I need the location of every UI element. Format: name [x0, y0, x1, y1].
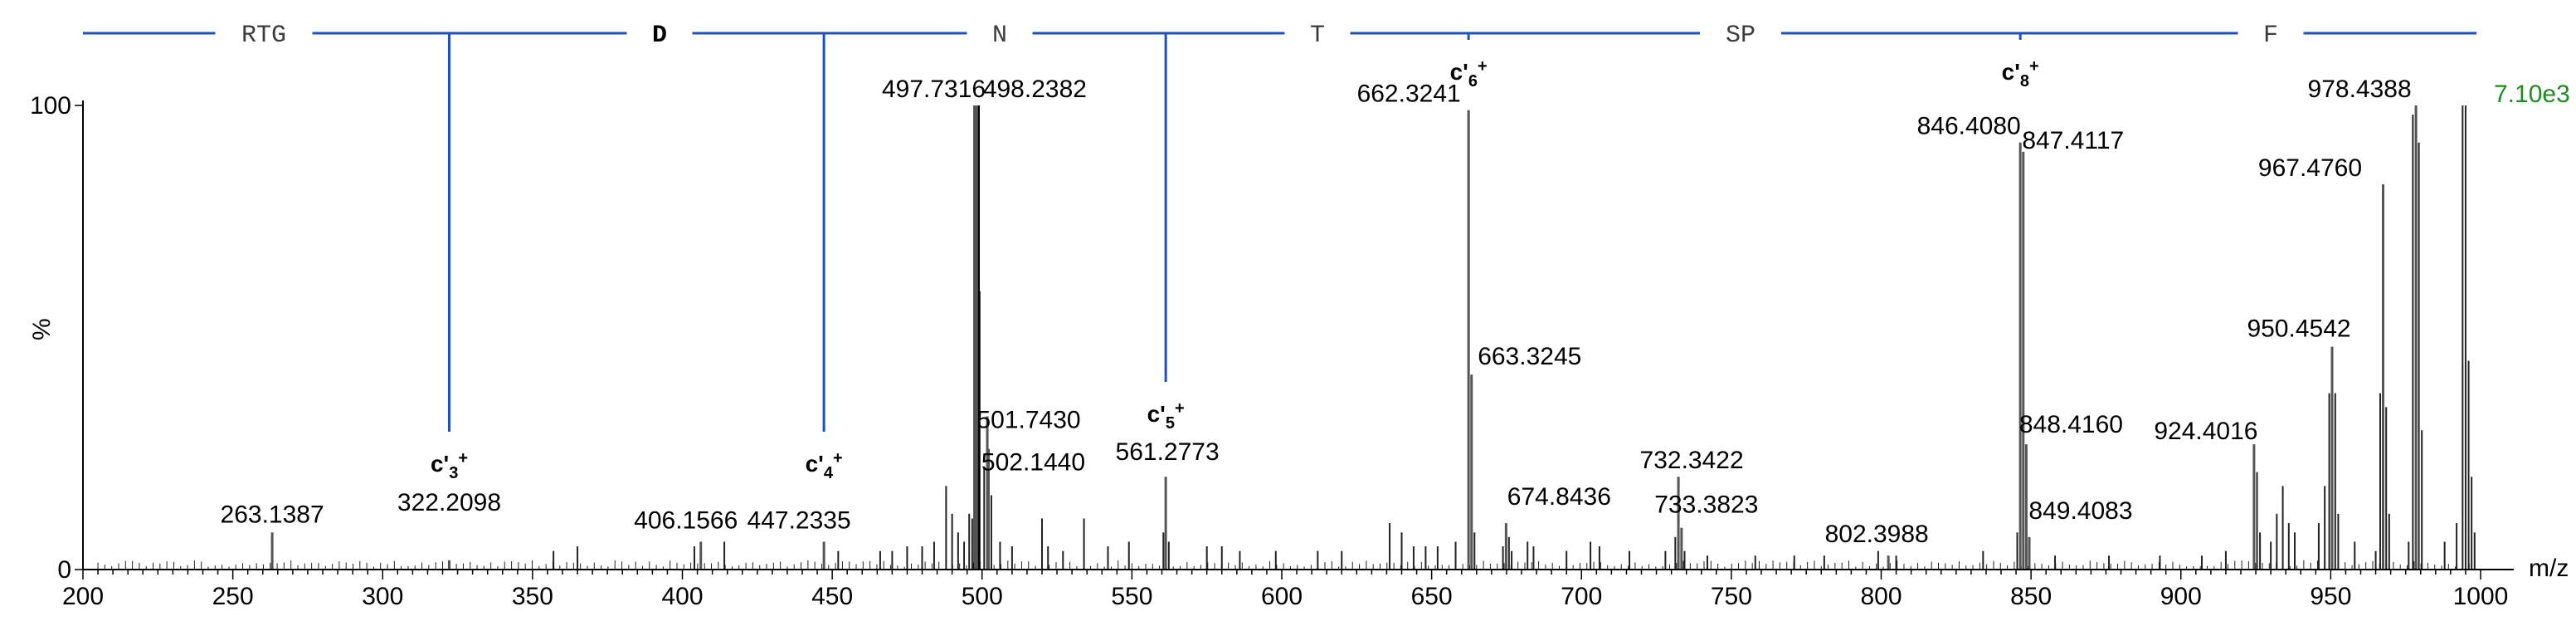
x-tick-label: 950 [2310, 583, 2351, 610]
peak-label: 501.7430 [976, 407, 1080, 434]
peak-label: 663.3245 [1478, 343, 1581, 370]
peak-label: 447.2335 [747, 506, 851, 534]
sequence-residue: RTG [241, 22, 286, 50]
x-tick-label: 1000 [2453, 583, 2509, 610]
intensity-label: 7.10e3 [2494, 81, 2570, 108]
x-tick-label: 450 [811, 583, 853, 610]
peaks [97, 105, 2476, 570]
peak-label: 662.3241 [1357, 81, 1461, 108]
peak-label: 497.7316 [882, 76, 986, 103]
x-tick-label: 800 [1860, 583, 1902, 610]
fragment-ion-label: c'8+ [2002, 57, 2039, 90]
peak-label: 263.1387 [221, 501, 324, 528]
fragment-ion-label: c'3+ [431, 449, 468, 482]
peak-label: 498.2382 [983, 76, 1087, 103]
peak-label: 848.4160 [2019, 411, 2123, 438]
sequence-residue: T [1310, 22, 1325, 50]
peak-label: 322.2098 [397, 489, 501, 516]
axes: % m/z 7.10e3 200 250 300 350 400 450 500 550 600… [28, 81, 2570, 610]
sequence-gap [626, 17, 693, 50]
sequence-residue: N [992, 22, 1007, 50]
sequence-residue: SP [1726, 22, 1755, 50]
peak-label: 846.4080 [1917, 113, 2021, 140]
sequence-residue: F [2263, 22, 2278, 50]
peak-label: 924.4016 [2154, 418, 2257, 445]
x-tick-label: 700 [1561, 583, 1602, 610]
x-tick-label: 550 [1111, 583, 1152, 610]
x-tick-label: 200 [62, 583, 104, 610]
peak-label: 561.2773 [1116, 438, 1220, 466]
fragment-ions: c'3+ c'4+ c'5+ c'6+ c'8+ [431, 33, 2039, 482]
x-tick-label: 850 [2010, 583, 2052, 610]
x-tick-label: 600 [1261, 583, 1303, 610]
peak-label: 847.4117 [2022, 127, 2124, 154]
peak-labels: 263.1387 322.2098 406.1566 447.2335 497.7316… [221, 76, 2412, 548]
sequence-bar: RTG D N T SP F [83, 17, 2476, 50]
x-tick-label: 750 [1711, 583, 1752, 610]
x-tick-label: 300 [362, 583, 403, 610]
x-tick-label: 900 [2160, 583, 2202, 610]
x-tick-label: 500 [962, 583, 1003, 610]
sequence-gap [215, 17, 313, 50]
sequence-gap [1700, 17, 1781, 50]
peak-label: 802.3988 [1825, 521, 1929, 548]
sequence-residue: D [652, 22, 667, 50]
x-tick-label: 250 [212, 583, 254, 610]
peak-label: 732.3422 [1640, 447, 1744, 474]
fragment-ion-label: c'6+ [1450, 57, 1488, 90]
peak-label: 967.4760 [2258, 154, 2362, 182]
peak-label: 674.8436 [1507, 483, 1611, 511]
x-tick-label: 650 [1411, 583, 1453, 610]
x-axis-unit: m/z [2529, 555, 2569, 582]
peak-label: 849.4083 [2028, 497, 2132, 525]
sequence-gap [2238, 17, 2304, 50]
peak-label: 978.4388 [2308, 76, 2412, 103]
x-tick-label: 400 [661, 583, 703, 610]
peak-label: 406.1566 [634, 506, 738, 534]
y-tick-label: 100 [30, 92, 71, 120]
peak-label: 733.3823 [1654, 492, 1758, 519]
y-tick-label: 0 [57, 556, 71, 584]
fragment-ion-label: c'4+ [806, 449, 843, 482]
x-tick-label: 350 [512, 583, 553, 610]
peak-label: 950.4542 [2247, 315, 2350, 343]
sequence-gap [967, 17, 1033, 50]
y-axis-title: % [28, 318, 56, 340]
sequence-gap [1284, 17, 1351, 50]
fragment-ion-label: c'5+ [1147, 399, 1185, 433]
peak-label: 502.1440 [981, 449, 1085, 477]
